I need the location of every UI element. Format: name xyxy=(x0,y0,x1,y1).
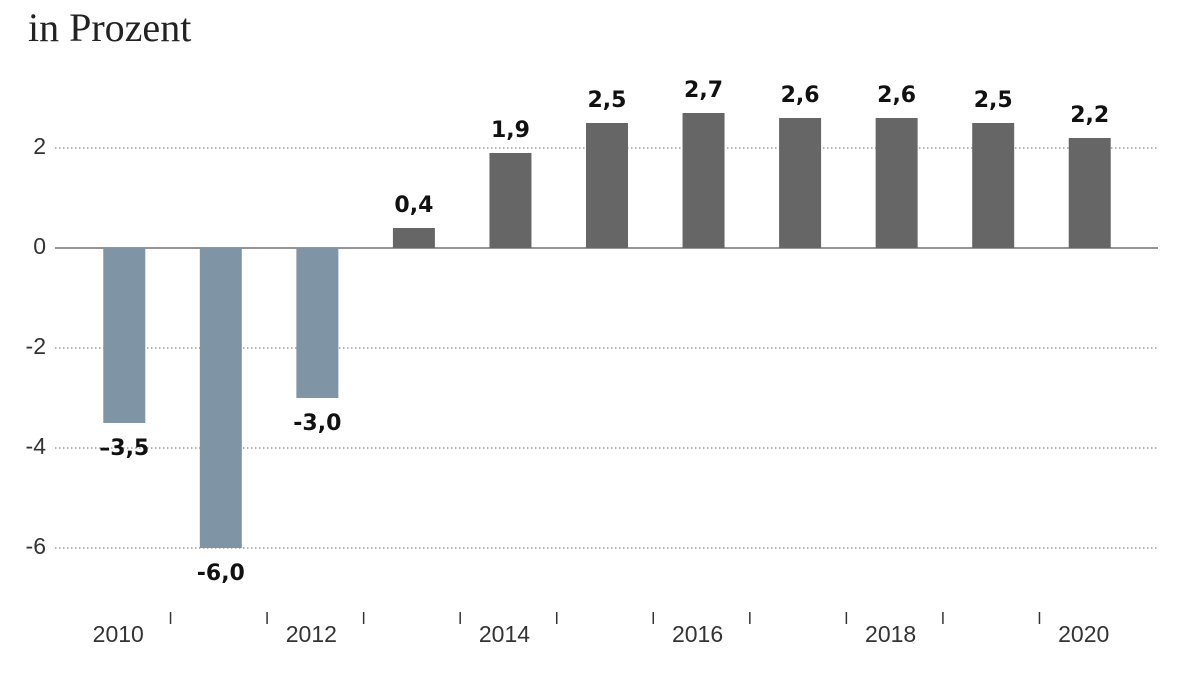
value-label: 2,5 xyxy=(974,88,1013,113)
value-label: 2,7 xyxy=(684,78,723,103)
bar xyxy=(1068,138,1111,248)
bar xyxy=(586,123,628,248)
bar xyxy=(296,248,339,398)
bar xyxy=(103,248,146,423)
bar xyxy=(489,153,532,248)
value-label: 2,2 xyxy=(1070,103,1109,128)
y-tick-label: -2 xyxy=(26,333,46,359)
x-tick-label: 2016 xyxy=(672,621,723,647)
bar xyxy=(875,118,918,248)
y-tick-label: -6 xyxy=(26,533,46,559)
value-label: 2,5 xyxy=(588,88,627,113)
bar xyxy=(972,123,1015,248)
value-label: 0,4 xyxy=(394,193,433,218)
bar xyxy=(779,118,822,248)
value-label: 1,9 xyxy=(491,118,530,143)
chart-subtitle: in Prozent xyxy=(28,5,191,50)
x-tick-label: 2014 xyxy=(479,621,530,647)
value-label: 2,6 xyxy=(877,83,916,108)
bar xyxy=(682,113,725,248)
bar xyxy=(392,228,435,248)
value-label: 2,6 xyxy=(781,83,820,108)
x-tick-label: 2020 xyxy=(1058,621,1109,647)
value-label: -3,0 xyxy=(293,411,341,436)
y-tick-label: -4 xyxy=(26,433,47,459)
x-tick-label: 2018 xyxy=(865,621,916,647)
y-tick-label: 2 xyxy=(33,133,46,159)
value-label: -6,0 xyxy=(197,561,245,586)
y-tick-label: 0 xyxy=(33,233,46,259)
x-tick-label: 2012 xyxy=(286,621,337,647)
value-label: –3,5 xyxy=(99,436,149,461)
x-tick-label: 2010 xyxy=(93,621,144,647)
bar xyxy=(199,248,242,548)
